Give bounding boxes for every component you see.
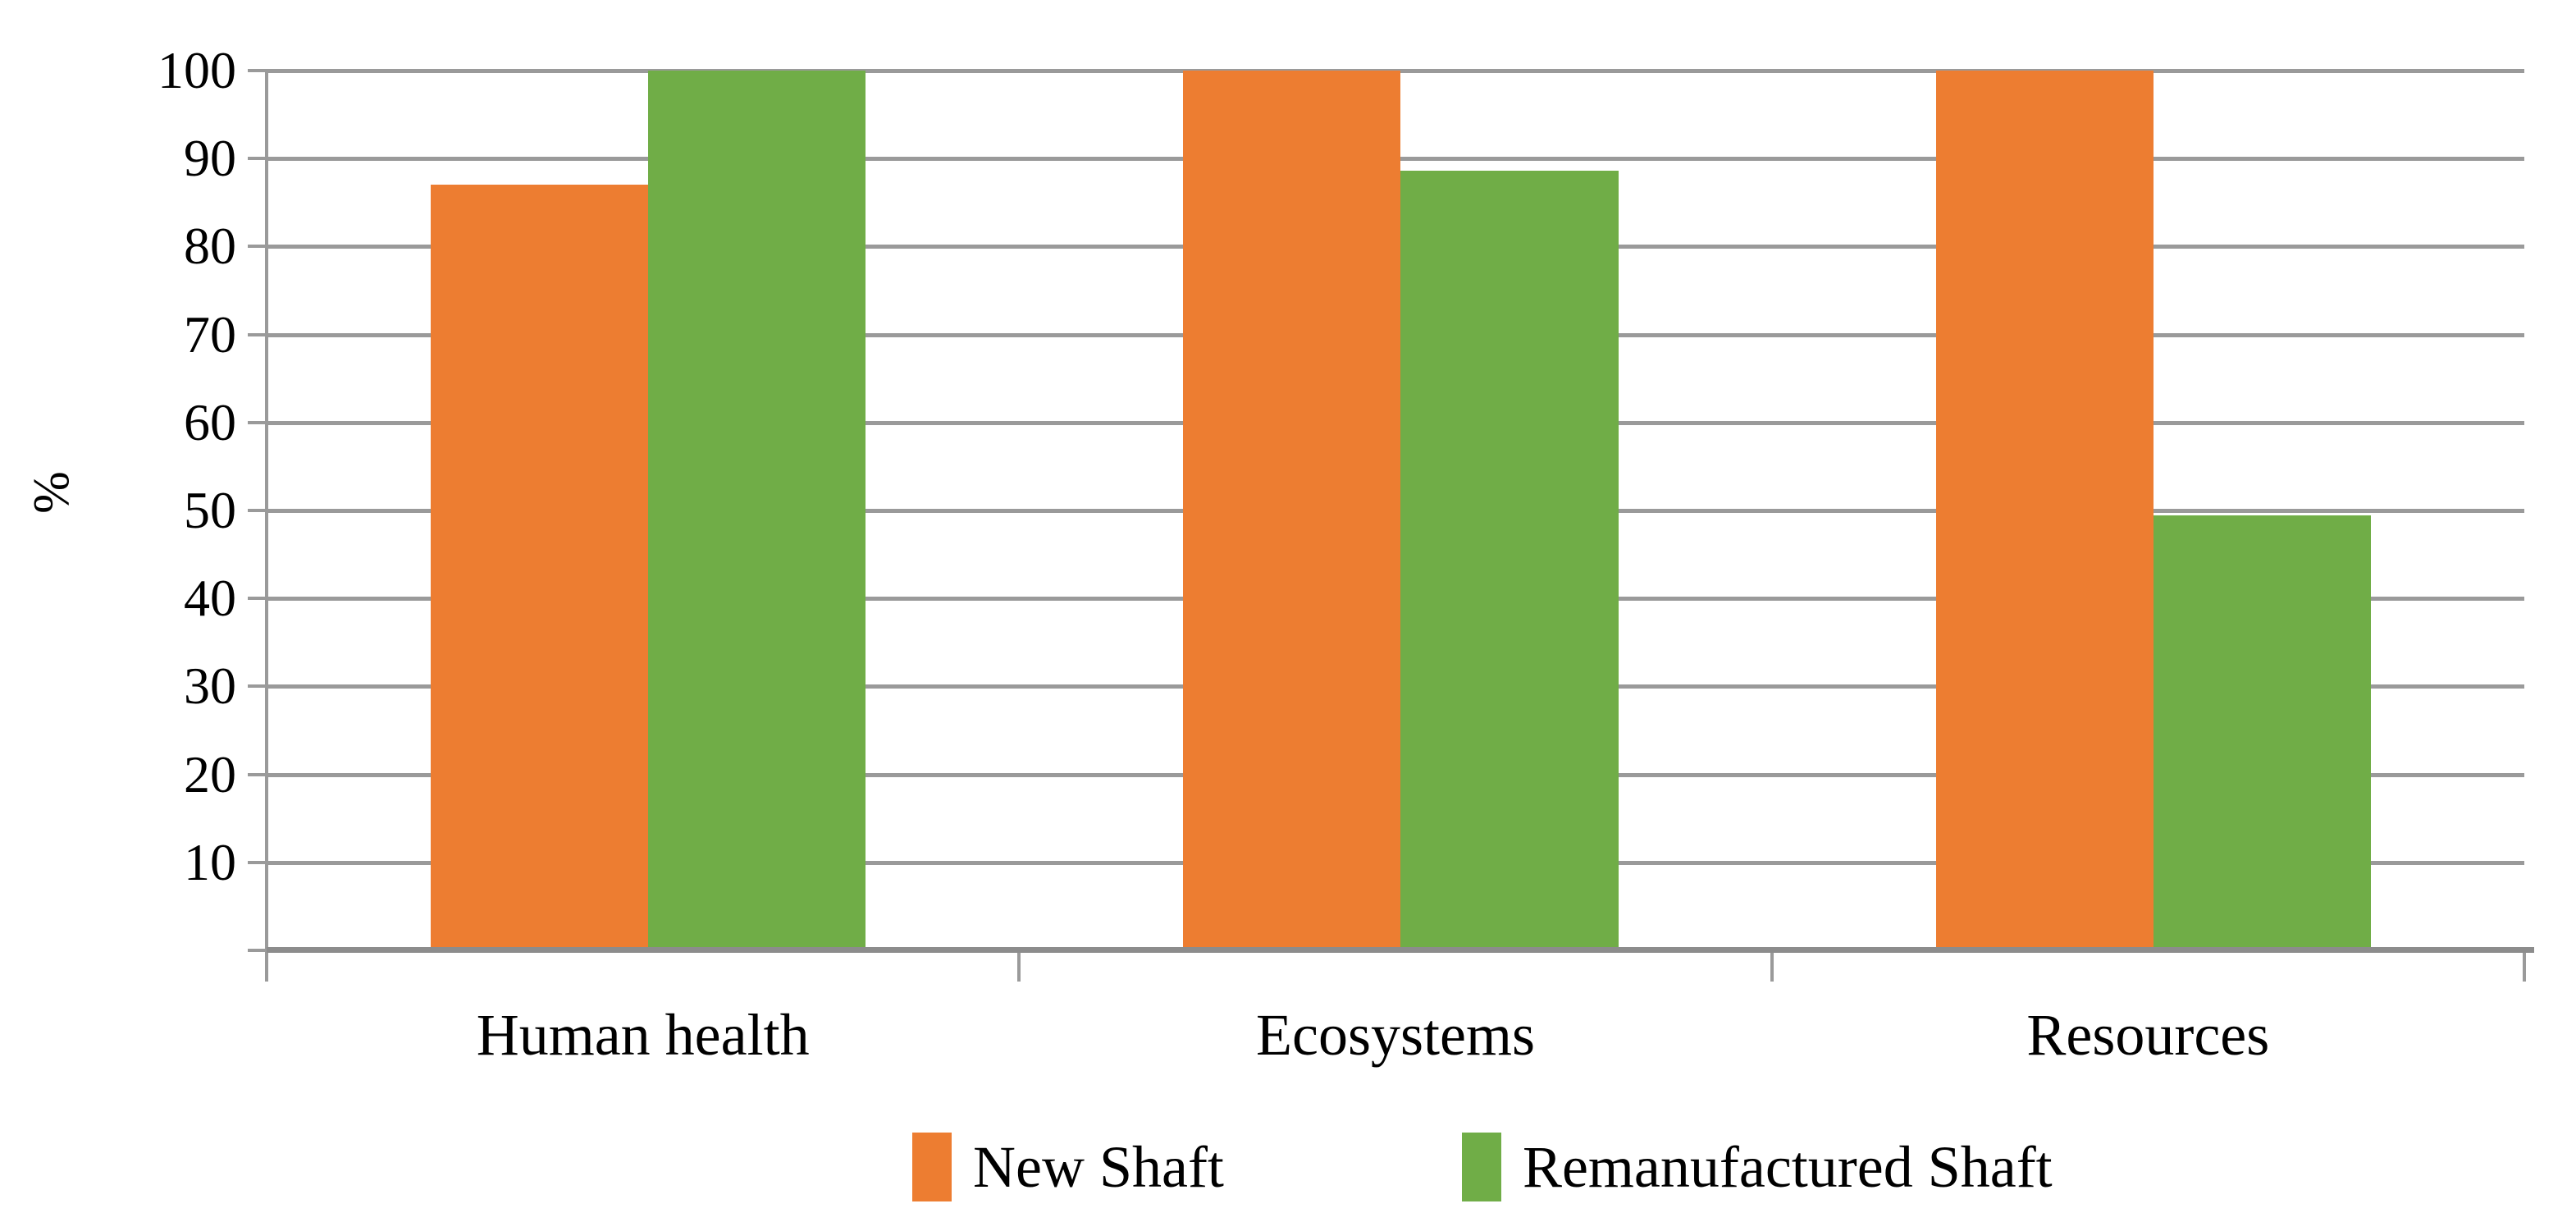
y-axis-tick-label-60: 60 xyxy=(184,392,236,451)
x-axis-line xyxy=(267,947,2534,953)
x-axis-label-resources: Resources xyxy=(2026,1002,2270,1068)
y-axis-tick-label-50: 50 xyxy=(184,481,236,539)
y-axis-tick-0 xyxy=(248,949,267,952)
bar-new-shaft-ecosystems xyxy=(1183,71,1401,950)
y-axis-tick-100 xyxy=(248,69,267,72)
x-axis-label-ecosystems: Ecosystems xyxy=(1256,1002,1535,1068)
y-axis-tick-70 xyxy=(248,332,267,336)
y-axis-tick-20 xyxy=(248,772,267,776)
x-axis-tick-0 xyxy=(265,950,268,982)
y-axis-tick-10 xyxy=(248,860,267,864)
y-axis-tick-label-40: 40 xyxy=(184,569,236,628)
legend-swatch-new-shaft xyxy=(912,1133,952,1201)
y-axis-tick-50 xyxy=(248,509,267,512)
bar-new-shaft-human-health xyxy=(430,185,649,950)
plot-area xyxy=(248,69,2534,982)
bar-remanufactured-shaft-ecosystems xyxy=(1400,171,1619,950)
y-axis-tick-90 xyxy=(248,157,267,161)
bar-remanufactured-shaft-human-health xyxy=(648,71,866,950)
y-axis-tick-label-70: 70 xyxy=(184,304,236,364)
y-axis-tick-label-100: 100 xyxy=(158,41,236,99)
legend-item-remanufactured-shaft: Remanufactured Shaft xyxy=(1461,1133,2053,1201)
legend-swatch-remanufactured-shaft xyxy=(1461,1133,1501,1201)
y-axis-tick-40 xyxy=(248,597,267,601)
x-axis-tick-1 xyxy=(1017,950,1021,982)
x-axis-tick-3 xyxy=(2523,950,2526,982)
legend-item-new-shaft: New Shaft xyxy=(912,1133,1224,1201)
y-axis-tick-60 xyxy=(248,420,267,424)
bar-new-shaft-resources xyxy=(1935,71,2154,950)
y-axis-tick-label-10: 10 xyxy=(184,832,236,891)
y-axis-tick-label-20: 20 xyxy=(184,744,236,803)
legend-label-remanufactured-shaft: Remanufactured Shaft xyxy=(1522,1134,2053,1200)
bar-remanufactured-shaft-resources xyxy=(2153,515,2371,950)
y-axis-line xyxy=(265,71,268,982)
y-axis-tick-label-30: 30 xyxy=(184,657,236,716)
legend-label-new-shaft: New Shaft xyxy=(973,1134,1224,1200)
x-axis-tick-2 xyxy=(1770,950,1774,982)
y-axis-tick-80 xyxy=(248,245,267,249)
y-axis-tick-30 xyxy=(248,684,267,689)
legend: New Shaft Remanufactured Shaft xyxy=(912,1129,2053,1205)
y-axis-tick-label-90: 90 xyxy=(184,129,236,188)
x-axis-label-human-health: Human health xyxy=(476,1002,810,1068)
y-axis-tick-label-80: 80 xyxy=(184,217,236,276)
